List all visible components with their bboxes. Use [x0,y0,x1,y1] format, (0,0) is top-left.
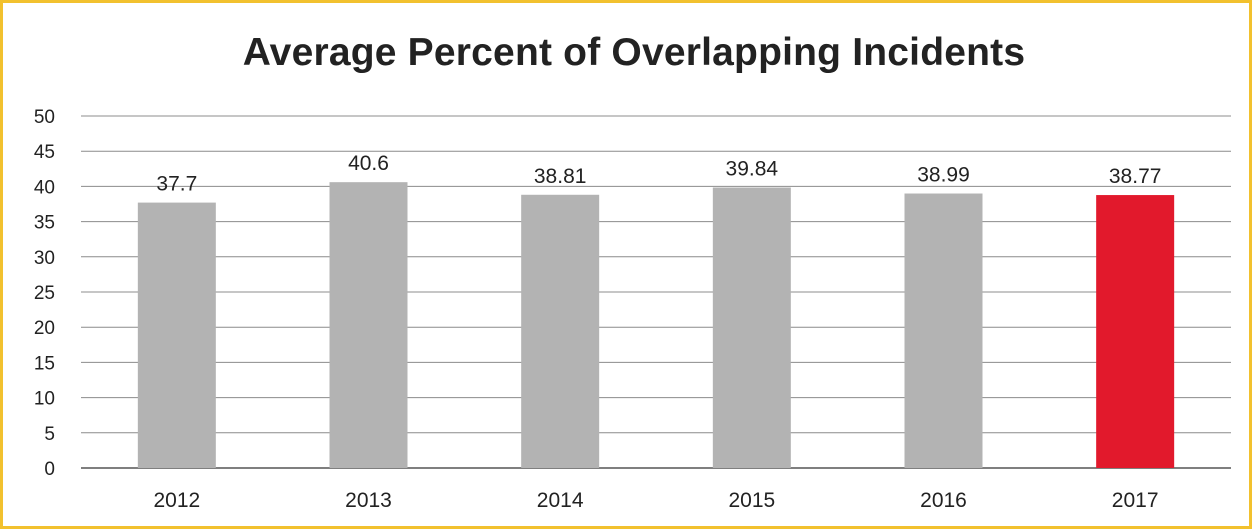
y-tick-label: 40 [34,177,55,198]
data-label: 38.81 [534,165,587,188]
y-tick-label: 5 [44,424,55,445]
bar-2015 [713,188,791,468]
y-tick-label: 25 [34,283,55,304]
x-tick-label: 2013 [345,489,392,512]
bar-2017 [1096,195,1174,468]
x-tick-label: 2012 [153,489,200,512]
data-label: 38.77 [1109,165,1162,188]
x-tick-label: 2014 [537,489,584,512]
bar-2012 [138,203,216,468]
y-tick-label: 30 [34,248,55,269]
data-label: 38.99 [917,164,970,187]
data-label: 39.84 [726,158,779,181]
bar-chart: 0 5 10 15 20 25 30 35 40 45 50 37.7 2012 40.6 2013 38.8… [3,3,1252,532]
y-tick-label: 0 [44,459,55,480]
y-tick-label: 15 [34,353,55,374]
y-tick-label: 10 [34,389,55,410]
x-tick-label: 2016 [920,489,967,512]
x-tick-label: 2015 [728,489,775,512]
y-tick-label: 35 [34,213,55,234]
data-label: 40.6 [348,152,389,175]
bar-2013 [330,182,408,468]
bar-2016 [905,194,983,468]
bar-2014 [521,195,599,468]
y-tick-label: 50 [34,107,55,128]
data-label: 37.7 [156,173,197,196]
x-tick-label: 2017 [1112,489,1159,512]
y-tick-label: 45 [34,142,55,163]
y-tick-label: 20 [34,318,55,339]
